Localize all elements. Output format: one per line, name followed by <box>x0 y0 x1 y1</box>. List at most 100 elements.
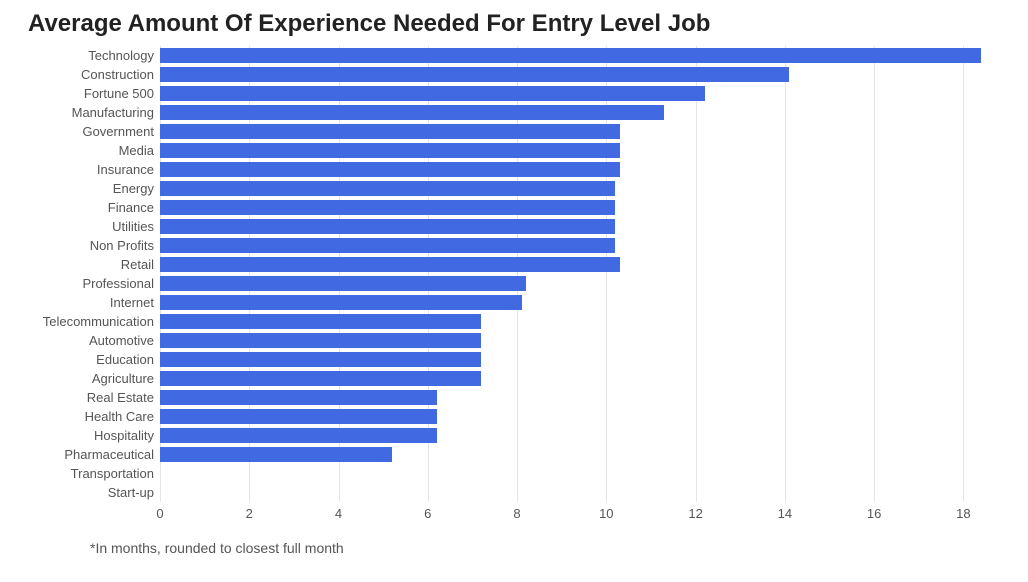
bar-row: Construction <box>20 65 1008 84</box>
bar-track <box>160 86 1008 101</box>
bar <box>160 181 615 196</box>
bar-rows: Technology Construction Fortune 500 Manufac… <box>20 46 1008 502</box>
bar <box>160 352 481 367</box>
x-axis-tick: 14 <box>778 506 792 521</box>
bar-row: Technology <box>20 46 1008 65</box>
bar-row: Media <box>20 141 1008 160</box>
y-axis-label: Professional <box>20 276 160 291</box>
bar-track <box>160 352 1008 367</box>
y-axis-label: Media <box>20 143 160 158</box>
x-axis-spacer <box>20 506 160 526</box>
y-axis-label: Construction <box>20 67 160 82</box>
y-axis-label: Fortune 500 <box>20 86 160 101</box>
bar-row: Education <box>20 350 1008 369</box>
bar-row: Professional <box>20 274 1008 293</box>
y-axis-label: Hospitality <box>20 428 160 443</box>
bar-row: Start-up <box>20 483 1008 502</box>
x-axis-tick: 6 <box>424 506 431 521</box>
bar-row: Energy <box>20 179 1008 198</box>
y-axis-label: Real Estate <box>20 390 160 405</box>
bar-row: Retail <box>20 255 1008 274</box>
y-axis-label: Health Care <box>20 409 160 424</box>
y-axis-label: Technology <box>20 48 160 63</box>
bar <box>160 390 437 405</box>
x-axis-tick: 16 <box>867 506 881 521</box>
bar-track <box>160 333 1008 348</box>
bar <box>160 86 705 101</box>
bar-track <box>160 105 1008 120</box>
bar-track <box>160 466 1008 481</box>
chart-footnote: *In months, rounded to closest full mont… <box>90 540 1008 556</box>
y-axis-label: Internet <box>20 295 160 310</box>
y-axis-label: Agriculture <box>20 371 160 386</box>
bar-row: Real Estate <box>20 388 1008 407</box>
bar-track <box>160 409 1008 424</box>
bar-row: Utilities <box>20 217 1008 236</box>
plot-area: Technology Construction Fortune 500 Manufac… <box>20 46 1008 502</box>
bar <box>160 447 392 462</box>
y-axis-label: Manufacturing <box>20 105 160 120</box>
y-axis-label: Insurance <box>20 162 160 177</box>
x-axis-tick: 10 <box>599 506 613 521</box>
x-axis-tick: 0 <box>156 506 163 521</box>
x-axis-tick: 2 <box>246 506 253 521</box>
bar <box>160 295 522 310</box>
y-axis-label: Non Profits <box>20 238 160 253</box>
bar-row: Fortune 500 <box>20 84 1008 103</box>
bar-track <box>160 485 1008 500</box>
bar-track <box>160 390 1008 405</box>
bar-row: Automotive <box>20 331 1008 350</box>
bar-track <box>160 219 1008 234</box>
bar-track <box>160 257 1008 272</box>
x-axis-ticks: 024681012141618 <box>160 506 1008 526</box>
bar <box>160 276 526 291</box>
y-axis-label: Energy <box>20 181 160 196</box>
bar <box>160 143 620 158</box>
y-axis-label: Government <box>20 124 160 139</box>
bar <box>160 371 481 386</box>
bar <box>160 333 481 348</box>
bar-row: Non Profits <box>20 236 1008 255</box>
bar-row: Pharmaceutical <box>20 445 1008 464</box>
bar-track <box>160 314 1008 329</box>
bar-row: Insurance <box>20 160 1008 179</box>
bar-track <box>160 295 1008 310</box>
bar <box>160 48 981 63</box>
bar-track <box>160 447 1008 462</box>
x-axis-tick: 8 <box>513 506 520 521</box>
bar <box>160 162 620 177</box>
bar-track <box>160 238 1008 253</box>
y-axis-label: Education <box>20 352 160 367</box>
bar <box>160 238 615 253</box>
y-axis-label: Finance <box>20 200 160 215</box>
bar-row: Hospitality <box>20 426 1008 445</box>
chart-container: Average Amount Of Experience Needed For … <box>0 0 1028 582</box>
bar-track <box>160 200 1008 215</box>
y-axis-label: Pharmaceutical <box>20 447 160 462</box>
bar-row: Internet <box>20 293 1008 312</box>
bar <box>160 200 615 215</box>
bar-row: Health Care <box>20 407 1008 426</box>
y-axis-label: Telecommunication <box>20 314 160 329</box>
bar-row: Agriculture <box>20 369 1008 388</box>
bar <box>160 67 789 82</box>
y-axis-label: Utilities <box>20 219 160 234</box>
bar-track <box>160 371 1008 386</box>
bar <box>160 124 620 139</box>
chart-title: Average Amount Of Experience Needed For … <box>28 10 1008 38</box>
bar <box>160 257 620 272</box>
bar-track <box>160 143 1008 158</box>
bar <box>160 105 664 120</box>
bar <box>160 409 437 424</box>
y-axis-label: Automotive <box>20 333 160 348</box>
bar <box>160 428 437 443</box>
bar <box>160 219 615 234</box>
bar-row: Manufacturing <box>20 103 1008 122</box>
x-axis-tick: 4 <box>335 506 342 521</box>
x-axis-tick: 12 <box>688 506 702 521</box>
y-axis-label: Transportation <box>20 466 160 481</box>
bar-track <box>160 428 1008 443</box>
bar-row: Telecommunication <box>20 312 1008 331</box>
x-axis: 024681012141618 <box>20 506 1008 526</box>
bar <box>160 314 481 329</box>
